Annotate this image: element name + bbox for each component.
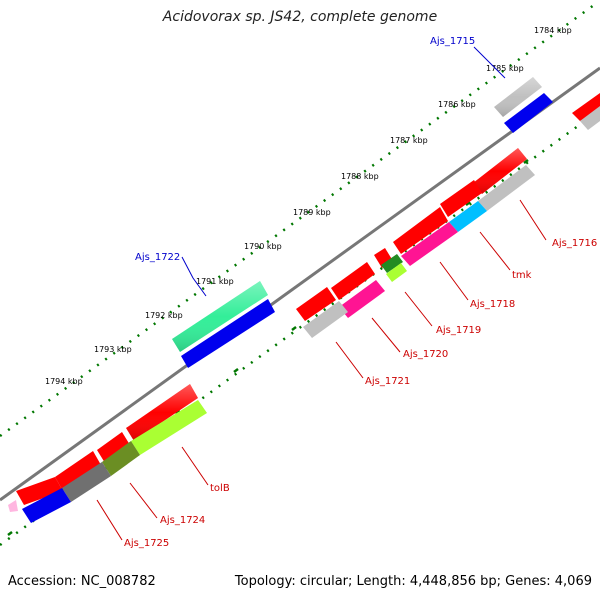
kbp-label-1785: 1785 kbp xyxy=(486,64,524,73)
feature-blue-left[interactable] xyxy=(22,488,71,523)
feature-lime-small[interactable] xyxy=(386,263,407,282)
kbp-label-1789: 1789 kbp xyxy=(293,208,331,217)
kbp-label-1794: 1794 kbp xyxy=(45,377,83,386)
kbp-labels: 1784 kbp 1785 kbp 1786 kbp 1787 kbp 1788… xyxy=(45,26,572,386)
feature-right-edge-grey[interactable] xyxy=(580,106,600,130)
feature-right-edge-red[interactable] xyxy=(572,93,600,121)
feature-red-strand-1[interactable] xyxy=(473,148,527,194)
gene-label-tmk: tmk xyxy=(512,270,532,281)
feature-magenta-ajs-1718[interactable] xyxy=(401,222,458,266)
feature-red-ajs-1721-a[interactable] xyxy=(296,287,336,321)
kbp-label-1784: 1784 kbp xyxy=(534,26,572,35)
feature-cyan-tmk[interactable] xyxy=(449,201,487,232)
backbone-line xyxy=(0,66,600,502)
kbp-label-1792: 1792 kbp xyxy=(145,311,183,320)
genome-stats-text: Topology: circular; Length: 4,448,856 bp… xyxy=(234,574,592,589)
outer-scale-track xyxy=(0,3,595,438)
label-leader-lines xyxy=(96,46,547,541)
feature-red-ajs-1720-a[interactable] xyxy=(331,262,375,300)
feature-ajs-1715-blue[interactable] xyxy=(504,93,553,133)
kbp-label-1786: 1786 kbp xyxy=(438,100,476,109)
kbp-label-1787: 1787 kbp xyxy=(390,136,428,145)
feature-pink-left[interactable] xyxy=(8,500,18,512)
feature-red-strand-3[interactable] xyxy=(393,207,448,254)
feature-red-left-4[interactable] xyxy=(16,477,63,505)
feature-magenta-ajs-1719[interactable] xyxy=(339,280,385,318)
kbp-label-1791: 1791 kbp xyxy=(196,277,234,286)
feature-grey-ajs-1716[interactable] xyxy=(478,165,535,211)
feature-red-strand-2[interactable] xyxy=(440,180,482,217)
gene-label-ajs-1724: Ajs_1724 xyxy=(160,515,205,526)
feature-teal-ajs-1722[interactable] xyxy=(172,281,268,352)
map-title: Acidovorax sp. JS42, complete genome xyxy=(162,9,438,25)
kbp-label-1793: 1793 kbp xyxy=(94,345,132,354)
gene-label-ajs-1721: Ajs_1721 xyxy=(365,376,410,387)
feature-red-left-2[interactable] xyxy=(97,432,130,463)
kbp-label-1790: 1790 kbp xyxy=(244,242,282,251)
feature-darkgreen-small[interactable] xyxy=(381,254,403,273)
accession-text: Accession: NC_008782 xyxy=(8,574,156,589)
gene-label-ajs-1715: Ajs_1715 xyxy=(430,36,475,47)
gene-label-ajs-1725: Ajs_1725 xyxy=(124,538,169,549)
feature-olive-ajs-1724[interactable] xyxy=(102,441,140,476)
gene-labels: Ajs_1715 Ajs_1716 tmk Ajs_1718 Ajs_1719 … xyxy=(124,36,597,549)
gene-label-ajs-1716: Ajs_1716 xyxy=(552,238,597,249)
feature-blue-ajs-1722[interactable] xyxy=(181,299,275,368)
kbp-label-1788: 1788 kbp xyxy=(341,172,379,181)
gene-label-ajs-1720: Ajs_1720 xyxy=(403,349,448,360)
gene-label-tolb: tolB xyxy=(210,483,230,494)
gene-label-ajs-1718: Ajs_1718 xyxy=(470,299,515,310)
gene-label-ajs-1722: Ajs_1722 xyxy=(135,252,180,263)
feature-darkgrey-ajs-1725[interactable] xyxy=(62,462,111,502)
feature-ajs-1715-grey[interactable] xyxy=(494,77,542,117)
gene-label-ajs-1719: Ajs_1719 xyxy=(436,325,481,336)
inner-ruler-track xyxy=(0,108,600,547)
feature-lime-tolb[interactable] xyxy=(131,400,207,455)
feature-grey-ajs-1721[interactable] xyxy=(303,301,348,338)
feature-red-left-1[interactable] xyxy=(126,384,198,441)
feature-red-left-3[interactable] xyxy=(55,451,101,491)
